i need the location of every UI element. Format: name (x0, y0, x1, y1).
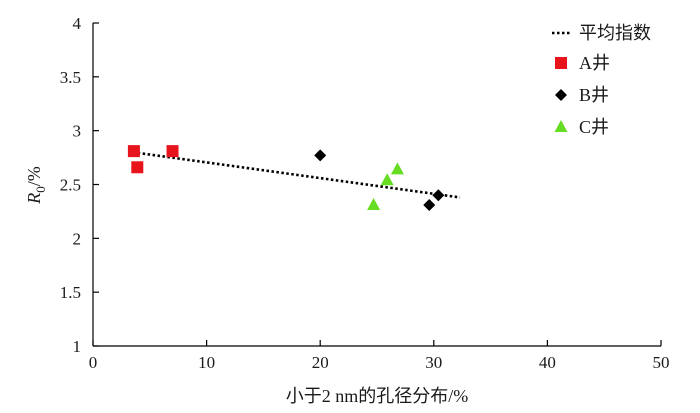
axis-ticks (92, 22, 662, 347)
y-axis-title-main: R (24, 193, 44, 205)
y-tick-label: 1.5 (60, 283, 81, 302)
y-tick-label: 3.5 (60, 68, 81, 87)
x-tick-label: 10 (198, 353, 215, 372)
b-well-point (423, 198, 436, 211)
legend-item-average-index: 平均指数 (579, 23, 651, 43)
legend: 平均指数 A井 B井 C井 (552, 23, 651, 137)
x-tick-label: 0 (89, 353, 98, 372)
legend-item-a-well: A井 (579, 53, 610, 73)
x-tick-label: 40 (539, 353, 556, 372)
x-tick-label: 30 (425, 353, 442, 372)
y-tick-label: 2 (73, 229, 82, 248)
y-axis-title: R0/% (24, 166, 48, 205)
legend-square-swatch (555, 57, 567, 69)
y-tick-label: 2.5 (60, 176, 81, 195)
c-well-point (367, 197, 381, 210)
b-well-point (432, 189, 445, 202)
x-tick-label: 50 (653, 353, 670, 372)
c-well-point (380, 173, 394, 186)
axis-tick-labels: 0 10 20 30 40 50 1 1.5 2 2.5 3 3.5 4 (60, 14, 670, 372)
y-tick-label: 4 (73, 14, 82, 33)
b-well-point (314, 149, 327, 162)
a-well-point (127, 145, 140, 158)
x-axis-title: 小于2 nm的孔径分布/% (286, 386, 469, 406)
legend-triangle-swatch (554, 120, 568, 132)
plot-area (127, 145, 461, 211)
y-tick-label: 1 (73, 337, 82, 356)
average-index-trend-line (132, 150, 461, 199)
y-axis-title-unit: /% (24, 166, 44, 186)
y-tick-label: 3 (73, 122, 82, 141)
legend-item-b-well: B井 (579, 85, 609, 105)
legend-diamond-swatch (555, 89, 567, 101)
a-well-point (166, 145, 179, 158)
c-well-point (390, 162, 404, 175)
legend-item-c-well: C井 (579, 117, 609, 137)
y-axis-title-subscript: 0 (33, 186, 48, 193)
a-well-point (131, 161, 144, 174)
x-tick-label: 20 (312, 353, 329, 372)
